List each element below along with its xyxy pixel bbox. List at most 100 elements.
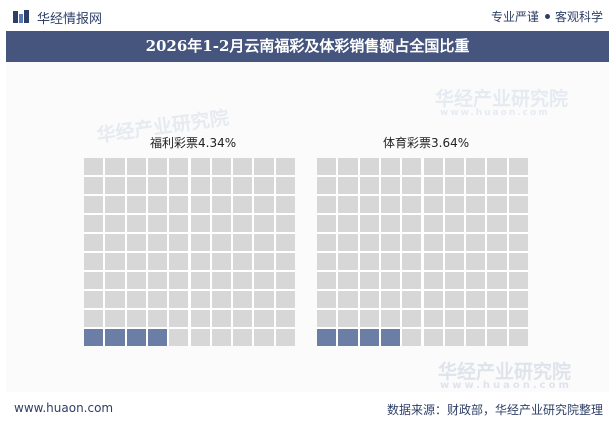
waffle-cell-empty <box>444 215 465 232</box>
waffle-cell-empty <box>402 158 422 175</box>
waffle-cell-empty <box>466 329 486 346</box>
waffle-cell-empty <box>105 253 125 270</box>
waffle-cell-empty <box>466 215 486 232</box>
waffle-cell-empty <box>466 291 486 308</box>
waffle-cell-empty <box>338 253 358 270</box>
waffle-cell-empty <box>275 158 295 175</box>
waffle-cell-empty <box>359 291 379 308</box>
waffle-cell-empty <box>359 234 379 251</box>
waffle-cell-empty <box>169 234 189 251</box>
title-bar: 2026年1-2月云南福彩及体彩销售额占全国比重 <box>6 31 609 62</box>
waffle-cell-empty <box>423 196 443 213</box>
waffle-cell-empty <box>402 215 422 232</box>
waffle-cell-empty <box>147 196 168 213</box>
waffle-cell-empty <box>508 215 528 232</box>
waffle-cell-empty <box>402 291 422 308</box>
waffle-cell-empty <box>466 272 486 289</box>
waffle-cell-empty <box>254 253 274 270</box>
waffle-cell-empty <box>423 234 443 251</box>
waffle-cell-empty <box>359 215 379 232</box>
waffle-cell-empty <box>508 253 528 270</box>
waffle-cell-empty <box>466 253 486 270</box>
waffle-cell-empty <box>126 253 146 270</box>
waffle-cell-empty <box>275 177 295 194</box>
waffle-cell-empty <box>359 196 379 213</box>
waffle-cell-empty <box>84 310 104 327</box>
waffle-cell-empty <box>317 158 337 175</box>
waffle-cell-empty <box>275 234 295 251</box>
waffle-cell-empty <box>444 234 465 251</box>
waffle-cell-empty <box>380 177 401 194</box>
waffle-cell-empty <box>275 310 295 327</box>
waffle-cell-empty <box>487 291 507 308</box>
waffle-cell-empty <box>105 234 125 251</box>
waffle-cell-empty <box>254 158 274 175</box>
waffle-cell-empty <box>147 291 168 308</box>
waffle-cell-empty <box>338 291 358 308</box>
waffle-label-welfare-lottery: 福利彩票4.34% <box>150 134 236 151</box>
waffle-cell-empty <box>254 272 274 289</box>
huajing-logo-icon <box>13 10 29 23</box>
waffle-cell-filled <box>380 329 401 346</box>
waffle-cell-empty <box>84 215 104 232</box>
waffle-cell-empty <box>233 215 253 232</box>
waffle-cell-empty <box>169 272 189 289</box>
waffle-cell-empty <box>147 177 168 194</box>
waffle-cell-empty <box>233 253 253 270</box>
waffle-label-text: 体育彩票3.64% <box>383 136 470 150</box>
waffle-cell-empty <box>444 291 465 308</box>
waffle-cell-empty <box>275 253 295 270</box>
waffle-cell-empty <box>105 272 125 289</box>
waffle-cell-empty <box>254 196 274 213</box>
waffle-cell-empty <box>126 234 146 251</box>
chart-title: 2026年1-2月云南福彩及体彩销售额占全国比重 <box>145 37 470 55</box>
waffle-cell-empty <box>190 310 210 327</box>
watermark-url: www.huaon.com <box>440 108 550 118</box>
waffle-cell-empty <box>254 215 274 232</box>
waffle-cell-empty <box>317 253 337 270</box>
waffle-cell-empty <box>508 234 528 251</box>
waffle-cell-empty <box>169 310 189 327</box>
waffle-cell-empty <box>444 177 465 194</box>
waffle-cell-empty <box>105 310 125 327</box>
waffle-cell-empty <box>380 291 401 308</box>
waffle-cell-empty <box>275 291 295 308</box>
waffle-cell-empty <box>211 177 232 194</box>
waffle-cell-empty <box>211 272 232 289</box>
waffle-cell-empty <box>126 291 146 308</box>
waffle-cell-empty <box>359 310 379 327</box>
waffle-cell-empty <box>169 177 189 194</box>
waffle-cell-filled <box>147 329 168 346</box>
waffle-cell-empty <box>211 234 232 251</box>
waffle-cell-empty <box>169 291 189 308</box>
waffle-cell-empty <box>444 310 465 327</box>
waffle-cell-filled <box>84 329 104 346</box>
watermark-text: 华经产业研究院 <box>438 361 572 383</box>
waffle-cell-empty <box>338 196 358 213</box>
waffle-cell-empty <box>423 177 443 194</box>
waffle-cell-empty <box>444 196 465 213</box>
waffle-cell-empty <box>487 158 507 175</box>
waffle-cell-empty <box>402 310 422 327</box>
tagline-right: 客观科学 <box>554 10 603 24</box>
waffle-cell-empty <box>190 234 210 251</box>
waffle-cell-empty <box>402 196 422 213</box>
waffle-cell-empty <box>380 310 401 327</box>
waffle-cell-empty <box>254 329 274 346</box>
waffle-cell-empty <box>317 234 337 251</box>
waffle-cell-empty <box>487 253 507 270</box>
waffle-cell-empty <box>508 291 528 308</box>
waffle-cell-empty <box>211 158 232 175</box>
waffle-cell-empty <box>211 310 232 327</box>
waffle-cell-empty <box>380 215 401 232</box>
waffle-cell-empty <box>126 215 146 232</box>
waffle-chart-welfare-lottery <box>84 158 295 346</box>
waffle-cell-empty <box>233 158 253 175</box>
waffle-cell-empty <box>402 234 422 251</box>
waffle-cell-empty <box>423 253 443 270</box>
waffle-cell-empty <box>444 329 465 346</box>
waffle-cell-empty <box>508 158 528 175</box>
waffle-cell-empty <box>147 310 168 327</box>
waffle-cell-empty <box>508 310 528 327</box>
waffle-cell-empty <box>508 177 528 194</box>
